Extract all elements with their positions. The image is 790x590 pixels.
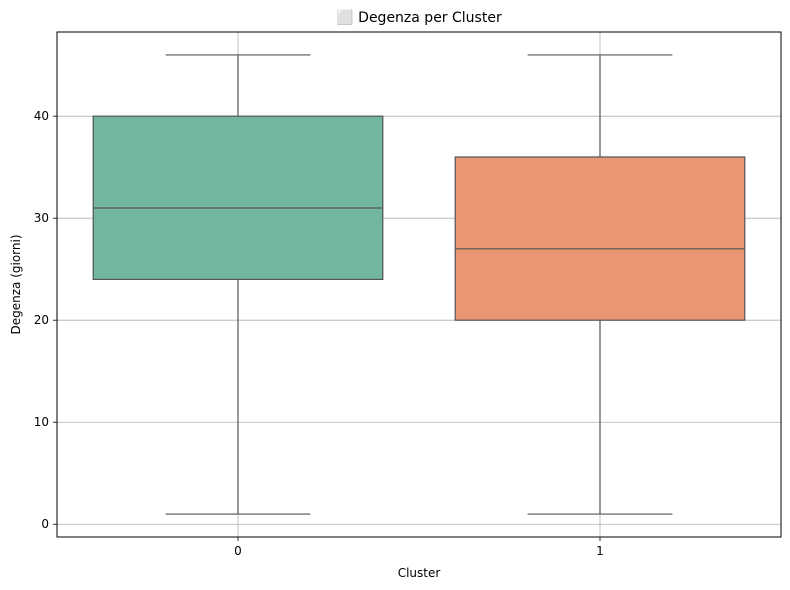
- y-tick-label: 30: [34, 211, 49, 225]
- y-tick-label: 10: [34, 415, 49, 429]
- y-tick-label: 20: [34, 313, 49, 327]
- y-tick-label: 0: [41, 517, 49, 531]
- y-tick-label: 40: [34, 109, 49, 123]
- box-plot-series: [92, 54, 746, 515]
- x-tick-label: 1: [596, 544, 604, 558]
- box-cluster-1: [454, 54, 746, 515]
- x-axis-label: Cluster: [398, 566, 441, 580]
- plot-area-frame: [56, 31, 782, 538]
- iqr-box: [454, 156, 746, 321]
- iqr-box: [92, 115, 384, 280]
- y-axis-label: Degenza (giorni): [9, 234, 23, 334]
- chart-title: ⬜ Degenza per Cluster: [336, 9, 502, 26]
- axis-ticks: 0 10 20 30 40 0 1: [34, 109, 604, 558]
- x-tick-label: 0: [234, 544, 242, 558]
- box-cluster-0: [92, 54, 384, 515]
